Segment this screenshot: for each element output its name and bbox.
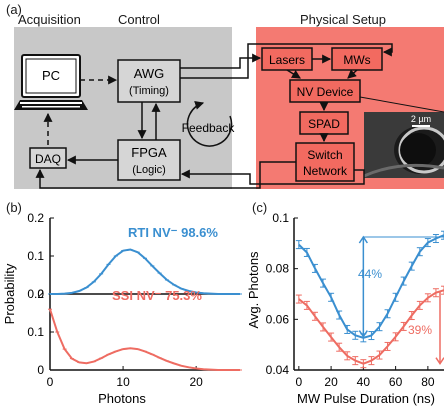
x-tick-label: 20 bbox=[189, 375, 203, 389]
switch-label-line2: Network bbox=[303, 164, 348, 178]
c-axes: 0.04 0.06 0.08 0.1 0 20 40 60 80 bbox=[266, 211, 444, 389]
y-tick-label: 0.08 bbox=[266, 262, 290, 276]
c-annotation-red: 39% bbox=[408, 323, 432, 337]
panel-c-label: (c) bbox=[252, 200, 268, 215]
x-tick-label: 10 bbox=[116, 375, 130, 389]
y-tick-label: 0.06 bbox=[266, 312, 290, 326]
feedback-label: Feedback bbox=[182, 121, 236, 135]
c-annotations bbox=[358, 235, 444, 366]
x-tick-label: 0 bbox=[295, 375, 302, 389]
c-series bbox=[295, 230, 444, 369]
ssi-legend: SSI NV⁻ 75.3% bbox=[112, 288, 202, 303]
b-ylabel: Probability bbox=[2, 263, 17, 324]
panel-a-label: (a) bbox=[6, 2, 22, 17]
x-tick-label: 40 bbox=[357, 375, 371, 389]
switch-label-line1: Switch bbox=[307, 148, 342, 162]
physical-header: Physical Setup bbox=[300, 12, 386, 27]
control-header: Control bbox=[118, 12, 160, 27]
panel-a: PC AWG (Timing) FPGA (Logic) DAQ Feedbac… bbox=[0, 0, 444, 195]
rabi-chart: 0.04 0.06 0.08 0.1 0 20 40 60 80 44% 39% Avg. Ph… bbox=[246, 211, 444, 406]
fpga-sublabel: (Logic) bbox=[132, 164, 166, 176]
panel-b: 0 0.1 0.2 0 0.1 0.2 0 10 20 RTI NV⁻ 98.6% SSI N… bbox=[0, 198, 250, 409]
awg-sublabel: (Timing) bbox=[129, 85, 169, 97]
y-tick-label: 0.2 bbox=[27, 287, 44, 301]
rti-series-line bbox=[50, 248, 240, 295]
y-tick-label: 0.1 bbox=[27, 325, 44, 339]
daq-label: DAQ bbox=[35, 152, 61, 166]
awg-label: AWG bbox=[134, 66, 165, 81]
daq-box bbox=[29, 147, 67, 169]
feedback-loop-icon bbox=[186, 101, 233, 147]
photon-histogram-chart: 00.10.2 00.10.20 10 20 RTI NV⁻ 98.6% SSI N… bbox=[2, 211, 242, 406]
mws-label: MWs bbox=[343, 53, 370, 67]
nv-device-box bbox=[289, 79, 361, 103]
spad-label: SPAD bbox=[308, 117, 340, 131]
ssi-series-line bbox=[49, 308, 240, 371]
y-tick-label: 0.04 bbox=[266, 363, 290, 377]
fpga-label: FPGA bbox=[131, 145, 167, 160]
awg-box bbox=[117, 59, 181, 103]
y-tick-label: 0 bbox=[37, 363, 44, 377]
y-tick-label: 0.1 bbox=[27, 249, 44, 263]
blue-arrowhead-bottom bbox=[358, 330, 368, 338]
y-tick-label: 0.2 bbox=[27, 211, 44, 225]
red-arrowhead-bottom bbox=[435, 357, 444, 366]
lasers-label: Lasers bbox=[269, 53, 305, 67]
computer-icon bbox=[14, 54, 88, 110]
b-xlabel: Photons bbox=[98, 391, 146, 406]
switch-network-box bbox=[295, 142, 355, 182]
scale-bar-label: 2 µm bbox=[411, 114, 431, 124]
x-tick-label: 20 bbox=[324, 375, 338, 389]
x-tick-label: 80 bbox=[421, 375, 435, 389]
panel-c: 0.04 0.06 0.08 0.1 0 20 40 60 80 44% 39% Avg. Ph… bbox=[246, 198, 444, 409]
x-tick-label: 0 bbox=[47, 375, 54, 389]
nv-device-label: NV Device bbox=[297, 85, 354, 99]
sem-image bbox=[363, 112, 444, 178]
x-tick-label: 60 bbox=[389, 375, 403, 389]
rti-legend: RTI NV⁻ 98.6% bbox=[128, 225, 218, 240]
c-ylabel: Avg. Photons bbox=[248, 251, 261, 329]
pc-label: PC bbox=[42, 68, 60, 83]
y-tick-label: 0 bbox=[37, 287, 44, 301]
c-xlabel: MW Pulse Duration (ns) bbox=[297, 391, 435, 406]
setup-diagram: PC AWG (Timing) FPGA (Logic) DAQ Feedbac… bbox=[14, 27, 444, 189]
panel-b-label: (b) bbox=[6, 200, 22, 215]
c-annotation-blue: 44% bbox=[358, 267, 382, 281]
y-tick-label: 0.1 bbox=[272, 211, 289, 225]
connections bbox=[35, 43, 393, 189]
acquisition-header: Acquisition bbox=[18, 12, 81, 27]
